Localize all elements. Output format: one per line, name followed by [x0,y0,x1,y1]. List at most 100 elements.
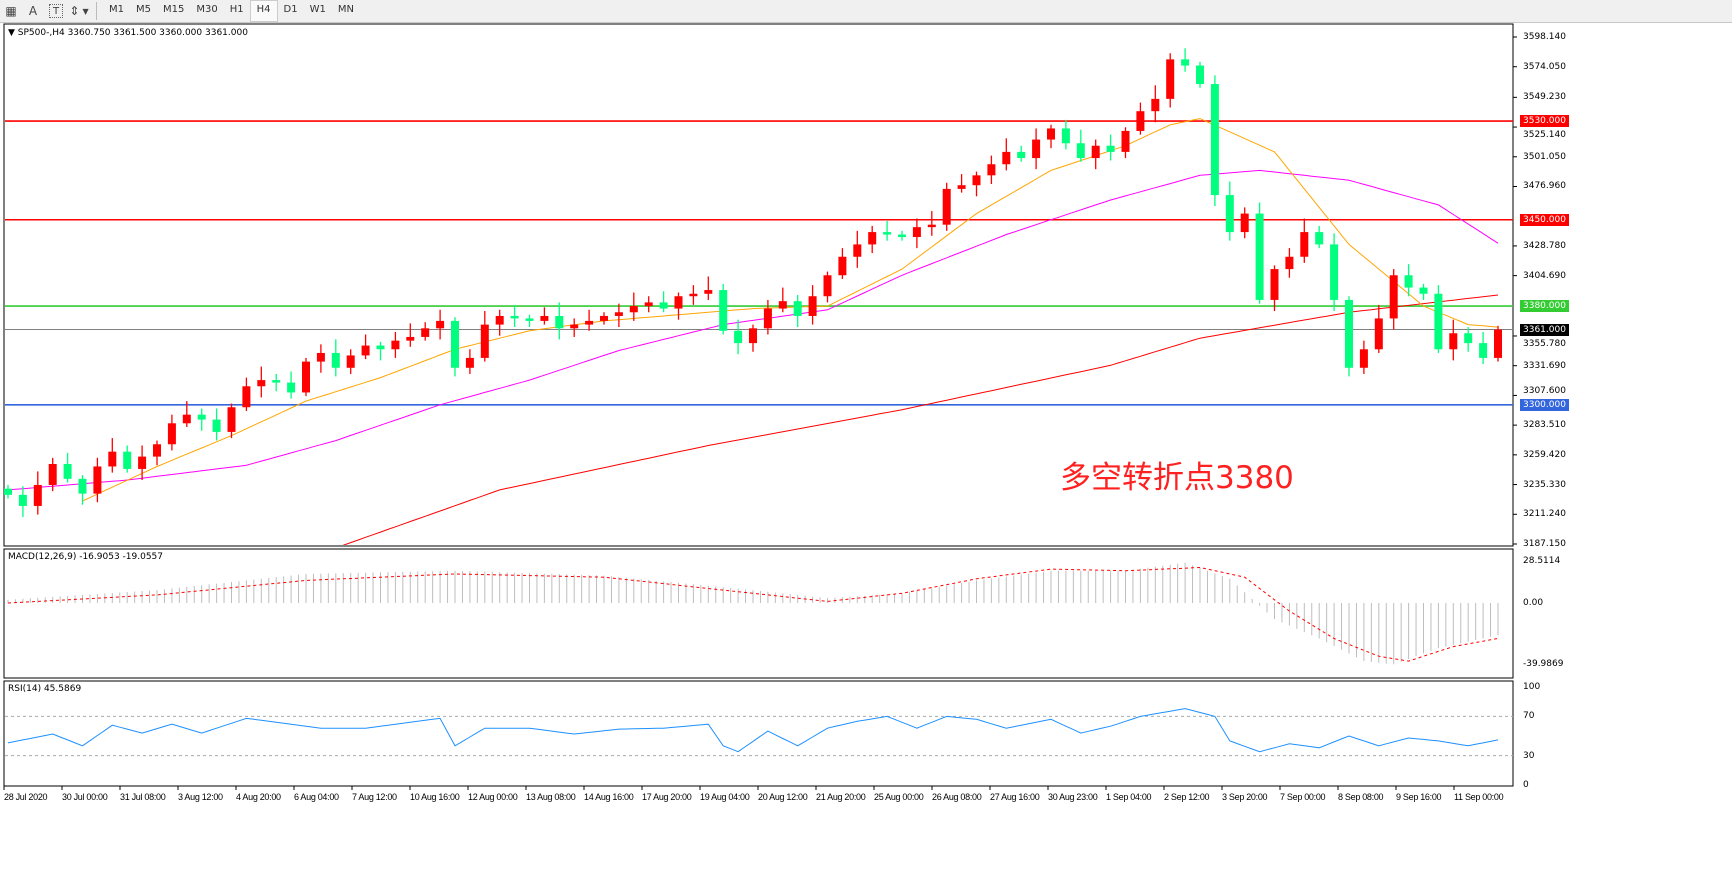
candle-body [153,444,161,457]
candle-body [33,484,42,506]
candle-body [614,312,623,316]
candle-body [868,232,877,245]
candle-body [957,185,966,189]
price-tick: 3501.050 [1523,151,1566,162]
candle-body [1166,59,1175,99]
candle-body [1225,195,1234,233]
time-label: 9 Sep 16:00 [1396,792,1442,802]
price-tick: 3259.420 [1523,449,1566,460]
price-tick: 3549.230 [1523,92,1566,103]
level-tag-support: 3300.000 [1520,398,1569,411]
candle-body [540,315,549,321]
candle-body [376,345,385,350]
candle-body [123,451,132,469]
price-tick: 3476.960 [1523,181,1566,192]
candle-body [1076,143,1085,159]
candle-body [1196,65,1204,85]
timeframe-w1[interactable]: W1 [309,4,326,15]
candle-body [853,244,862,257]
candle-body [1494,329,1502,358]
time-label: 1 Sep 04:00 [1106,792,1152,802]
timeframe-m5[interactable]: M5 [136,4,151,15]
time-label: 11 Sep 00:00 [1454,792,1504,802]
time-label: 30 Jul 00:00 [62,792,108,802]
time-label: 12 Aug 00:00 [468,792,518,802]
macd-pane [3,548,1514,679]
price-tick: 3404.690 [1523,270,1566,281]
macd-tick: 28.5114 [1523,555,1561,566]
level-tag-resistance: 3530.000 [1520,115,1569,128]
candle-body [1017,151,1026,159]
price-tick: 3283.510 [1523,420,1566,431]
ma-fast-line [82,118,1499,502]
candle-body [465,357,474,368]
candle-body [1106,145,1115,152]
time-label: 31 Jul 08:00 [120,792,166,802]
time-label: 2 Sep 12:00 [1164,792,1210,802]
level-tag-current: 3361.000 [1520,323,1569,336]
candle-body [734,330,743,344]
arrows-icon[interactable]: ⇕ ▼ [69,4,89,18]
timeframe-m30[interactable]: M30 [196,4,218,15]
candle-body [555,315,564,329]
price-tick: 3598.140 [1523,32,1566,42]
candle-body [1359,349,1368,368]
candle-body [1047,128,1055,140]
timeframe-m1[interactable]: M1 [109,4,124,15]
price-tick: 3428.780 [1523,240,1566,251]
candle-body [167,423,176,445]
candle-body [1136,111,1145,131]
candle-body [1479,343,1488,358]
candle-body [1032,139,1041,159]
candle-body [749,328,757,344]
time-label: 8 Sep 08:00 [1338,792,1384,802]
time-label: 7 Sep 00:00 [1280,792,1326,802]
level-tag-pivot: 3380.000 [1520,300,1569,313]
timeframe-h1[interactable]: H1 [229,4,244,15]
timeframe-h4[interactable]: H4 [249,0,278,22]
time-label: 4 Aug 20:00 [236,792,281,802]
candle-body [510,315,519,319]
candle-body [1181,59,1190,66]
text-icon[interactable]: A [28,4,38,18]
candle-body [525,318,534,321]
candle-body [1389,275,1398,319]
time-label: 26 Aug 08:00 [932,792,982,802]
candle-body [287,382,296,393]
candle-body [1345,299,1353,368]
time-label: 7 Aug 12:00 [352,792,397,802]
candle-body [495,315,504,325]
chevron-down-icon[interactable]: ▼ [82,6,89,16]
candle-body [585,320,594,325]
candle-body [1255,213,1264,300]
timeframe-mn[interactable]: MN [337,4,354,15]
time-label: 30 Aug 23:00 [1048,792,1098,802]
time-label: 13 Aug 08:00 [526,792,576,802]
candle-body [227,407,236,432]
timeframe-d1[interactable]: D1 [283,4,298,15]
candle-body [1270,269,1279,300]
grid-icon[interactable]: ▦ [5,4,17,18]
time-label: 3 Sep 20:00 [1222,792,1268,802]
price-tick: 3574.050 [1523,61,1566,72]
candle-body [346,355,355,368]
candle-body [912,227,921,238]
price-tick: 3331.690 [1523,360,1566,371]
candle-body [436,320,445,329]
candle-body [659,302,668,309]
time-label: 21 Aug 20:00 [816,792,866,802]
candle-body [644,302,653,307]
candle-body [1315,232,1324,245]
text-label-icon[interactable]: T [49,4,63,18]
timeframe-bar: M1 M5 M15 M30 H1 H4 D1 W1 MN [103,0,360,22]
candle-body [987,164,996,176]
time-label: 10 Aug 16:00 [410,792,460,802]
collapse-triangle-icon[interactable]: ▼ [8,28,18,38]
time-label: 6 Aug 04:00 [294,792,339,802]
timeframe-m15[interactable]: M15 [163,4,185,15]
candle-body [18,494,27,506]
time-label: 27 Aug 16:00 [990,792,1040,802]
candle-body [972,175,981,186]
candle-body [406,336,415,341]
